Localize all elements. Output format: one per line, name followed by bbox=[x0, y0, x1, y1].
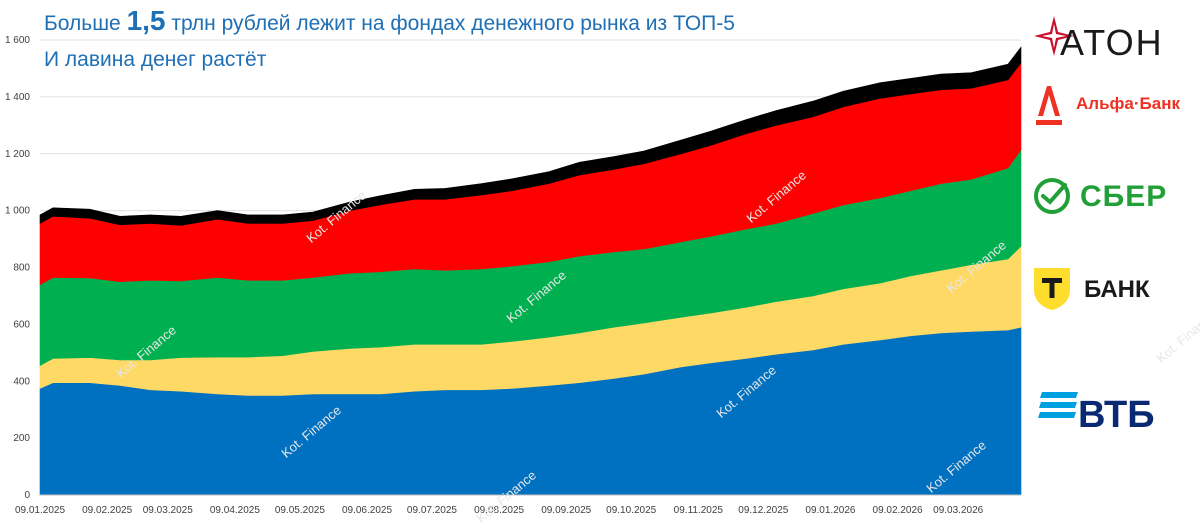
area-series bbox=[39, 46, 1022, 496]
y-tick-label: 600 bbox=[13, 319, 30, 330]
y-tick-label: 1 400 bbox=[5, 92, 30, 103]
x-tick-label: 09.02.2025 bbox=[82, 505, 132, 516]
x-tick-label: 09.02.2026 bbox=[873, 505, 923, 516]
y-axis: 0 200 400 600 800 1 000 1 200 1 400 1 600 bbox=[5, 35, 30, 501]
x-tick-label: 09.05.2025 bbox=[275, 505, 325, 516]
x-axis: 09.01.2025 09.02.2025 09.03.2025 09.04.2025… bbox=[15, 494, 1021, 516]
area-series-4 bbox=[39, 46, 1022, 226]
y-tick-label: 400 bbox=[13, 376, 30, 387]
y-tick-label: 1 000 bbox=[5, 206, 30, 217]
y-tick-label: 1 600 bbox=[5, 35, 30, 46]
aton-star-icon bbox=[1034, 16, 1074, 56]
x-tick-label: 09.08.2025 bbox=[474, 505, 524, 516]
stacked-area-chart: 0 200 400 600 800 1 000 1 200 1 400 1 600 09.01.… bbox=[5, 35, 1022, 516]
y-tick-label: 0 bbox=[24, 490, 30, 501]
chart-title: Больше 1,5 трлн рублей лежит на фондах д… bbox=[44, 5, 735, 36]
logo-tbank-label: БАНК bbox=[1084, 276, 1150, 303]
chart-subtitle: И лавина денег растёт bbox=[44, 48, 267, 71]
logo-alfa-label: Альфа·Банк bbox=[1076, 94, 1180, 113]
x-tick-label: 09.12.2025 bbox=[738, 505, 788, 516]
sber-check-icon bbox=[1034, 178, 1070, 214]
title-highlight: 1,5 bbox=[126, 5, 166, 36]
alfa-letter-icon bbox=[1036, 86, 1062, 125]
y-tick-label: 800 bbox=[13, 263, 30, 274]
x-tick-label: 09.04.2025 bbox=[210, 505, 260, 516]
logo-vtb: ВТБ bbox=[1028, 384, 1200, 444]
y-tick-label: 1 200 bbox=[5, 149, 30, 160]
y-tick-label: 200 bbox=[13, 433, 30, 444]
x-tick-label: 09.01.2025 bbox=[15, 505, 65, 516]
logo-sber: СБЕР bbox=[1028, 166, 1200, 226]
x-tick-label: 09.03.2026 bbox=[933, 505, 983, 516]
x-tick-label: 09.09.2025 bbox=[541, 505, 591, 516]
logo-aton: АТОН bbox=[1028, 10, 1200, 70]
x-tick-label: 09.07.2025 bbox=[407, 505, 457, 516]
x-tick-label: 09.10.2025 bbox=[606, 505, 656, 516]
x-tick-label: 09.11.2025 bbox=[674, 505, 724, 516]
logo-alfa: Альфа·Банк bbox=[1028, 80, 1200, 140]
x-tick-label: 09.01.2026 bbox=[805, 505, 855, 516]
x-tick-label: 09.06.2025 bbox=[342, 505, 392, 516]
vtb-stripes-icon bbox=[1038, 392, 1078, 418]
x-tick-label: 09.03.2025 bbox=[143, 505, 193, 516]
tbank-shield-icon bbox=[1034, 268, 1070, 310]
logo-column: АТОН Альфа·Банк СБЕР БАНК ВТБ bbox=[1028, 0, 1200, 529]
logo-sber-label: СБЕР bbox=[1080, 180, 1168, 213]
logo-tbank: БАНК bbox=[1028, 262, 1200, 322]
logo-aton-label: АТОН bbox=[1060, 22, 1164, 63]
logo-vtb-label: ВТБ bbox=[1078, 394, 1155, 436]
